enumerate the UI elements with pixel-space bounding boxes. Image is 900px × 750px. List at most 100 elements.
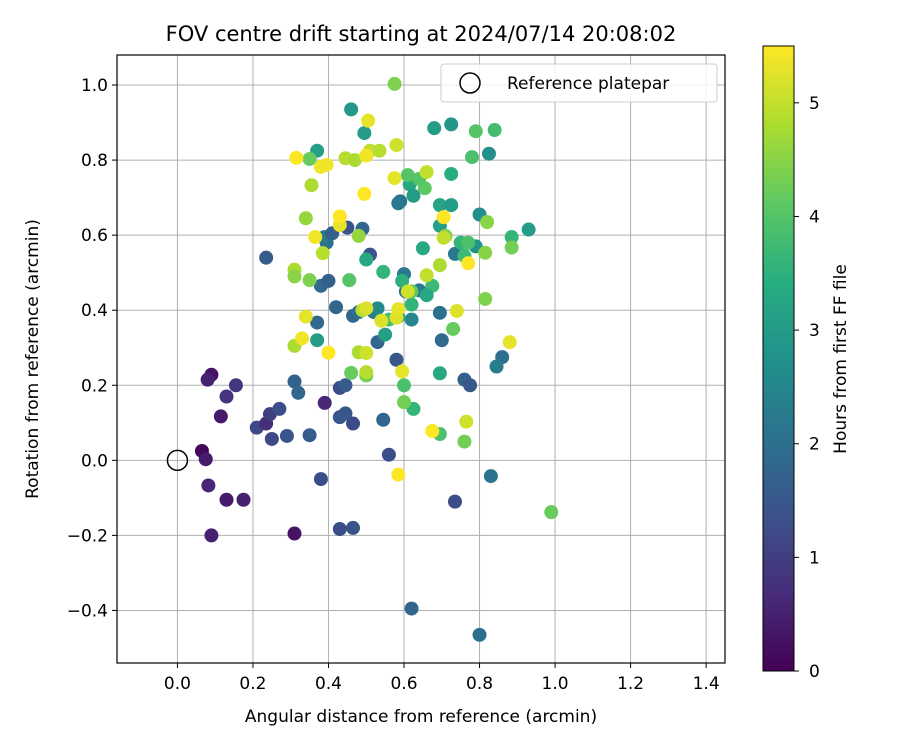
y-tick-label: −0.2 [67, 526, 108, 546]
data-point [395, 273, 410, 288]
data-point [521, 222, 536, 237]
data-point [404, 601, 419, 616]
data-point [298, 309, 313, 324]
data-point [481, 146, 496, 161]
colorbar-tick-label: 4 [809, 207, 820, 227]
x-tick-label: 1.4 [693, 674, 720, 694]
data-point [381, 447, 396, 462]
data-point [395, 364, 410, 379]
data-point [228, 378, 243, 393]
y-axis-label: Rotation from reference (arcmin) [23, 219, 43, 499]
data-point [483, 469, 498, 484]
data-point [447, 494, 462, 509]
data-point [201, 478, 216, 493]
data-point [463, 378, 478, 393]
x-tick-label: 0.8 [466, 674, 493, 694]
data-point [219, 389, 234, 404]
data-point [464, 150, 479, 165]
data-point [317, 395, 332, 410]
data-point [332, 209, 347, 224]
x-tick-label: 0.4 [315, 674, 342, 694]
data-point [391, 196, 406, 211]
data-point [419, 288, 434, 303]
x-axis-label: Angular distance from reference (arcmin) [245, 707, 597, 727]
data-point [346, 520, 361, 535]
x-tick-label: 0.6 [390, 674, 417, 694]
data-point [351, 228, 366, 243]
data-point [346, 416, 361, 431]
data-point [291, 385, 306, 400]
data-point [415, 241, 430, 256]
data-point [446, 321, 461, 336]
data-point [404, 312, 419, 327]
y-tick-label: 0.8 [81, 151, 108, 171]
data-point [272, 401, 287, 416]
y-axis-ticks: −0.4 −0.2 0.0 0.2 0.4 0.6 0.8 1.0 [67, 76, 117, 621]
data-point [319, 157, 334, 172]
data-point [329, 300, 344, 315]
data-point [391, 302, 406, 317]
y-tick-label: 0.0 [81, 451, 108, 471]
x-axis-ticks: 0.0 0.2 0.4 0.6 0.8 1.0 1.2 1.4 [164, 663, 720, 694]
data-point [404, 297, 419, 312]
data-point [344, 102, 359, 117]
data-point [304, 178, 319, 193]
y-tick-label: 0.2 [81, 376, 108, 396]
data-point [359, 345, 374, 360]
data-point [308, 230, 323, 245]
data-points [194, 76, 559, 642]
data-point [502, 335, 517, 350]
colorbar-tick-label: 0 [809, 662, 820, 682]
data-point [287, 374, 302, 389]
data-point [259, 250, 274, 265]
data-point [302, 428, 317, 443]
data-point [468, 124, 483, 139]
data-point [425, 424, 440, 439]
x-tick-label: 1.0 [542, 674, 569, 694]
data-point [198, 452, 213, 467]
data-point [376, 264, 391, 279]
data-point [461, 256, 476, 271]
data-point [313, 472, 328, 487]
data-point [200, 372, 215, 387]
data-point [344, 365, 359, 380]
data-point [374, 313, 389, 328]
y-tick-label: 1.0 [81, 76, 108, 96]
data-point [406, 188, 421, 203]
reference-platepar-marker [166, 449, 189, 472]
data-point [504, 240, 519, 255]
data-point [359, 252, 374, 267]
data-point [338, 378, 353, 393]
data-point [378, 327, 393, 342]
y-tick-label: 0.4 [81, 301, 108, 321]
data-point [461, 235, 476, 250]
data-point [391, 467, 406, 482]
grid-lines [117, 55, 725, 663]
data-point [357, 186, 372, 201]
colorbar-tick-label: 5 [809, 94, 820, 114]
data-point [436, 230, 451, 245]
data-point [487, 123, 502, 138]
data-point [357, 126, 372, 141]
colorbar-gradient [762, 45, 795, 672]
data-point [359, 365, 374, 380]
data-point [478, 291, 493, 306]
y-tick-label: 0.6 [81, 226, 108, 246]
data-point [400, 168, 415, 183]
data-point [310, 333, 325, 348]
data-point [315, 246, 330, 261]
data-point [287, 269, 302, 284]
data-point [444, 198, 459, 213]
colorbar-ticks: 0 1 2 3 4 5 [794, 94, 820, 682]
x-tick-label: 0.2 [239, 674, 266, 694]
data-point [419, 165, 434, 180]
data-point [400, 284, 415, 299]
data-point [321, 273, 336, 288]
data-point [359, 148, 374, 163]
data-point [204, 528, 219, 543]
x-tick-label: 0.0 [164, 674, 191, 694]
colorbar: 0 1 2 3 4 5 Hours from first FF file [762, 45, 851, 682]
data-point [372, 143, 387, 158]
data-point [478, 245, 493, 260]
colorbar-tick-label: 3 [809, 321, 820, 341]
